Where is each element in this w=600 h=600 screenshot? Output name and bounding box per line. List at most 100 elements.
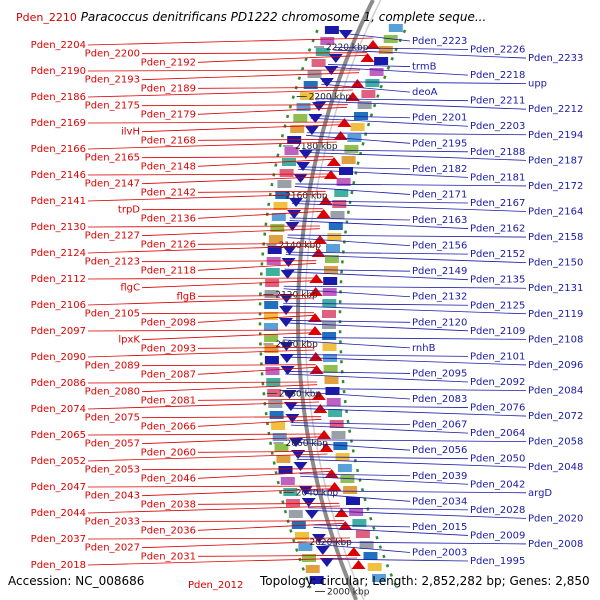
left-gene-label[interactable]: Pden_2027 [85, 543, 140, 554]
right-gene-label[interactable]: Pden_2164 [528, 206, 583, 217]
right-gene-label[interactable]: Pden_2028 [470, 505, 525, 516]
right-gene-label[interactable]: Pden_2171 [412, 189, 467, 200]
left-gene-label[interactable]: Pden_2136 [141, 213, 196, 224]
left-gene-label[interactable]: Pden_2038 [141, 499, 196, 510]
right-gene-label[interactable]: Pden_2187 [528, 155, 583, 166]
right-gene-label[interactable]: Pden_2172 [528, 181, 583, 192]
left-gene-label[interactable]: Pden_2123 [85, 257, 140, 268]
right-gene-label[interactable]: Pden_2056 [412, 445, 467, 456]
right-gene-label[interactable]: Pden_2009 [470, 530, 525, 541]
left-gene-label[interactable]: Pden_2204 [31, 40, 86, 51]
right-gene-label[interactable]: deoA [412, 87, 438, 98]
right-gene-label[interactable]: Pden_2131 [528, 283, 583, 294]
right-gene-label[interactable]: Pden_2135 [470, 275, 525, 286]
right-gene-label[interactable]: Pden_2233 [528, 53, 583, 64]
right-gene-label[interactable]: Pden_2083 [412, 394, 467, 405]
left-gene-label[interactable]: Pden_2098 [141, 317, 196, 328]
right-gene-label[interactable]: Pden_2150 [528, 258, 583, 269]
right-gene-label[interactable]: rnhB [412, 343, 436, 354]
left-gene-label[interactable]: ilvH [121, 127, 140, 138]
left-gene-label[interactable]: Pden_2124 [31, 248, 86, 259]
right-gene-label[interactable]: Pden_2119 [528, 309, 583, 320]
right-gene-label[interactable]: Pden_2149 [412, 266, 467, 277]
right-gene-label[interactable]: Pden_2003 [412, 547, 467, 558]
right-gene-label[interactable]: argD [528, 488, 552, 499]
right-gene-label[interactable]: Pden_2050 [470, 454, 525, 465]
left-gene-label[interactable]: Pden_2126 [141, 239, 196, 250]
left-gene-label[interactable]: Pden_2086 [31, 378, 86, 389]
right-gene-label[interactable]: Pden_2125 [470, 300, 525, 311]
left-gene-label[interactable]: Pden_2081 [141, 395, 196, 406]
left-gene-label[interactable]: Pden_2043 [85, 491, 140, 502]
left-gene-label[interactable]: Pden_2065 [31, 430, 86, 441]
right-gene-label[interactable]: Pden_2072 [528, 411, 583, 422]
left-gene-label[interactable]: Pden_2118 [141, 265, 196, 276]
left-gene-label[interactable]: Pden_2089 [85, 361, 140, 372]
left-gene-label[interactable]: Pden_2046 [141, 473, 196, 484]
left-gene-label[interactable]: Pden_2037 [31, 534, 86, 545]
left-gene-label[interactable]: Pden_2165 [85, 153, 140, 164]
right-gene-label[interactable]: Pden_2101 [470, 351, 525, 362]
right-gene-label[interactable]: Pden_2048 [528, 462, 583, 473]
right-gene-label[interactable]: Pden_2067 [412, 420, 467, 431]
left-gene-label[interactable]: Pden_2087 [141, 369, 196, 380]
left-gene-label[interactable]: Pden_2193 [85, 75, 140, 86]
right-gene-label[interactable]: Pden_2156 [412, 241, 467, 252]
left-gene-label[interactable]: Pden_2190 [31, 66, 86, 77]
right-gene-label[interactable]: Pden_2076 [470, 403, 525, 414]
left-gene-label[interactable]: Pden_2093 [141, 343, 196, 354]
left-gene-label[interactable]: Pden_2066 [141, 421, 196, 432]
right-gene-label[interactable]: Pden_2084 [528, 386, 583, 397]
left-gene-label[interactable]: Pden_2033 [85, 517, 140, 528]
right-gene-label[interactable]: Pden_2020 [528, 513, 583, 524]
right-gene-label[interactable]: Pden_2182 [412, 164, 467, 175]
left-gene-label[interactable]: Pden_2130 [31, 222, 86, 233]
left-gene-label[interactable]: Pden_2047 [31, 482, 86, 493]
left-gene-label[interactable]: Pden_2141 [31, 196, 86, 207]
right-gene-label[interactable]: Pden_2092 [470, 377, 525, 388]
left-gene-label[interactable]: Pden_2060 [141, 447, 196, 458]
right-gene-label[interactable]: Pden_2211 [470, 96, 525, 107]
right-gene-label[interactable]: Pden_2132 [412, 292, 467, 303]
left-gene-label[interactable]: Pden_2075 [85, 413, 140, 424]
left-gene-label[interactable]: lpxK [118, 335, 140, 346]
right-gene-label[interactable]: Pden_2109 [470, 326, 525, 337]
right-gene-label[interactable]: Pden_2158 [528, 232, 583, 243]
right-gene-label[interactable]: Pden_2223 [412, 36, 467, 47]
right-gene-label[interactable]: Pden_2064 [470, 428, 525, 439]
left-gene-label[interactable]: Pden_2166 [31, 144, 86, 155]
left-gene-label[interactable]: Pden_2186 [31, 92, 86, 103]
right-gene-label[interactable]: trmB [412, 62, 437, 73]
left-gene-label[interactable]: Pden_2057 [85, 439, 140, 450]
right-gene-label[interactable]: Pden_2095 [412, 368, 467, 379]
left-gene-label[interactable]: Pden_2168 [141, 135, 196, 146]
right-gene-label[interactable]: Pden_2034 [412, 496, 467, 507]
left-gene-label[interactable]: Pden_2052 [31, 456, 86, 467]
right-gene-label[interactable]: Pden_2039 [412, 471, 467, 482]
left-gene-label[interactable]: Pden_2044 [31, 508, 86, 519]
left-gene-label[interactable]: Pden_2189 [141, 83, 196, 94]
right-gene-label[interactable]: Pden_2120 [412, 317, 467, 328]
right-gene-label[interactable]: upp [528, 79, 547, 90]
right-gene-label[interactable]: Pden_2096 [528, 360, 583, 371]
left-gene-label[interactable]: flgB [176, 291, 196, 302]
left-gene-label[interactable]: Pden_2192 [141, 57, 196, 68]
right-gene-label[interactable]: Pden_2008 [528, 539, 583, 550]
left-gene-label[interactable]: Pden_2146 [31, 170, 86, 181]
left-gene-label[interactable]: Pden_2175 [85, 101, 140, 112]
right-gene-label[interactable]: Pden_2181 [470, 172, 525, 183]
left-gene-label[interactable]: flgC [120, 283, 140, 294]
right-gene-label[interactable]: Pden_2108 [528, 334, 583, 345]
left-gene-label[interactable]: Pden_2142 [141, 187, 196, 198]
right-gene-label[interactable]: Pden_2195 [412, 138, 467, 149]
footer-gene-id[interactable]: Pden_2012 [188, 580, 244, 591]
right-gene-label[interactable]: Pden_2203 [470, 121, 525, 132]
right-gene-label[interactable]: Pden_2167 [470, 198, 525, 209]
right-gene-label[interactable]: Pden_2152 [470, 249, 525, 260]
right-gene-label[interactable]: Pden_2212 [528, 104, 583, 115]
left-gene-label[interactable]: Pden_2074 [31, 404, 86, 415]
right-gene-label[interactable]: Pden_2042 [470, 479, 525, 490]
right-gene-label[interactable]: Pden_2058 [528, 437, 583, 448]
left-gene-label[interactable]: Pden_2097 [31, 326, 86, 337]
left-gene-label[interactable]: Pden_2148 [141, 161, 196, 172]
